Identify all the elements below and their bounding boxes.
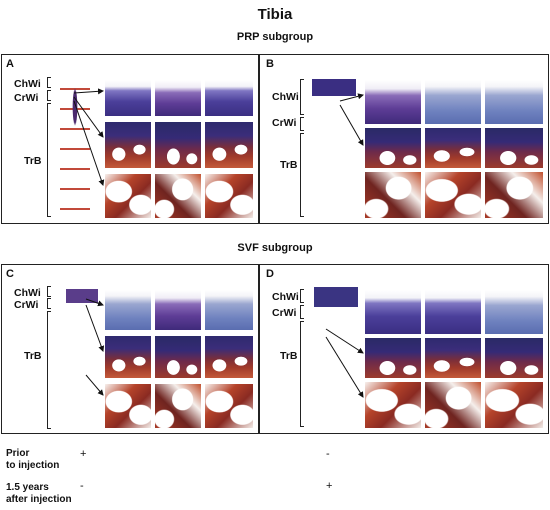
overview-strip — [60, 79, 90, 219]
bracket — [47, 286, 51, 297]
prior-left-sign: + — [80, 448, 87, 460]
micrograph — [154, 79, 202, 117]
micrograph — [364, 337, 422, 379]
micrograph — [154, 173, 202, 219]
bracket — [47, 311, 51, 429]
micrograph — [484, 127, 544, 169]
micrograph — [104, 289, 152, 331]
bracket — [47, 103, 51, 217]
row-label-trb: TrB — [280, 159, 298, 171]
micrograph — [204, 121, 254, 169]
panel-label: A — [6, 58, 14, 70]
bracket — [47, 90, 51, 101]
micrograph — [154, 383, 202, 429]
micrograph — [104, 79, 152, 117]
row-label-crwi: CrWi — [14, 92, 39, 104]
bracket — [300, 305, 304, 319]
micrograph — [364, 79, 422, 125]
prior-injection-label: Prior to injection — [6, 448, 60, 471]
figure-title: Tibia — [257, 6, 293, 23]
after-right-sign: + — [326, 480, 333, 492]
row-label-chwi: ChWi — [14, 287, 41, 299]
row-label-trb: TrB — [280, 350, 298, 362]
bracket — [47, 77, 51, 88]
subtitle-prp: PRP subgroup — [236, 31, 314, 43]
panel-c: C ChWi CrWi TrB — [1, 264, 259, 434]
micrograph — [424, 171, 482, 219]
panel-a: A ChWi CrWi TrB — [1, 54, 259, 224]
micrograph — [204, 383, 254, 429]
micrograph — [424, 381, 482, 429]
row-label-crwi: CrWi — [272, 117, 297, 129]
micrograph — [104, 173, 152, 219]
bracket — [47, 298, 51, 309]
row-label-crwi: CrWi — [272, 307, 297, 319]
overview-strip — [312, 79, 356, 219]
bracket — [300, 289, 304, 303]
micrograph — [424, 127, 482, 169]
bracket — [300, 133, 304, 217]
row-label-trb: TrB — [24, 350, 42, 362]
micrograph — [484, 381, 544, 429]
panel-label: C — [6, 268, 14, 280]
bracket — [300, 117, 304, 131]
micrograph — [204, 335, 254, 379]
micrograph — [364, 171, 422, 219]
subtitle-svf: SVF subgroup — [237, 242, 313, 254]
panel-label: B — [266, 58, 274, 70]
micrograph — [484, 289, 544, 335]
micrograph — [484, 171, 544, 219]
overview-strip — [314, 287, 358, 429]
panel-label: D — [266, 268, 274, 280]
prior-right-sign: - — [326, 448, 330, 460]
panel-d: D ChWi CrWi TrB — [259, 264, 549, 434]
micrograph — [104, 335, 152, 379]
micrograph — [364, 127, 422, 169]
row-label-chwi: ChWi — [272, 91, 299, 103]
micrograph — [204, 289, 254, 331]
micrograph — [484, 79, 544, 125]
row-label-chwi: ChWi — [14, 78, 41, 90]
panel-b: B ChWi CrWi TrB — [259, 54, 549, 224]
micrograph — [424, 289, 482, 335]
row-label-trb: TrB — [24, 155, 42, 167]
micrograph — [204, 173, 254, 219]
row-label-crwi: CrWi — [14, 299, 39, 311]
micrograph — [364, 381, 422, 429]
micrograph — [424, 337, 482, 379]
micrograph — [424, 79, 482, 125]
micrograph — [104, 383, 152, 429]
micrograph — [154, 335, 202, 379]
bracket — [300, 321, 304, 427]
micrograph — [104, 121, 152, 169]
micrograph — [484, 337, 544, 379]
bracket — [300, 79, 304, 115]
overview-strip — [66, 289, 98, 429]
after-injection-label: 1.5 years after injection — [6, 482, 72, 505]
micrograph — [154, 121, 202, 169]
micrograph — [364, 289, 422, 335]
row-label-chwi: ChWi — [272, 291, 299, 303]
micrograph — [204, 79, 254, 117]
after-left-sign: - — [80, 480, 84, 492]
micrograph — [154, 289, 202, 331]
